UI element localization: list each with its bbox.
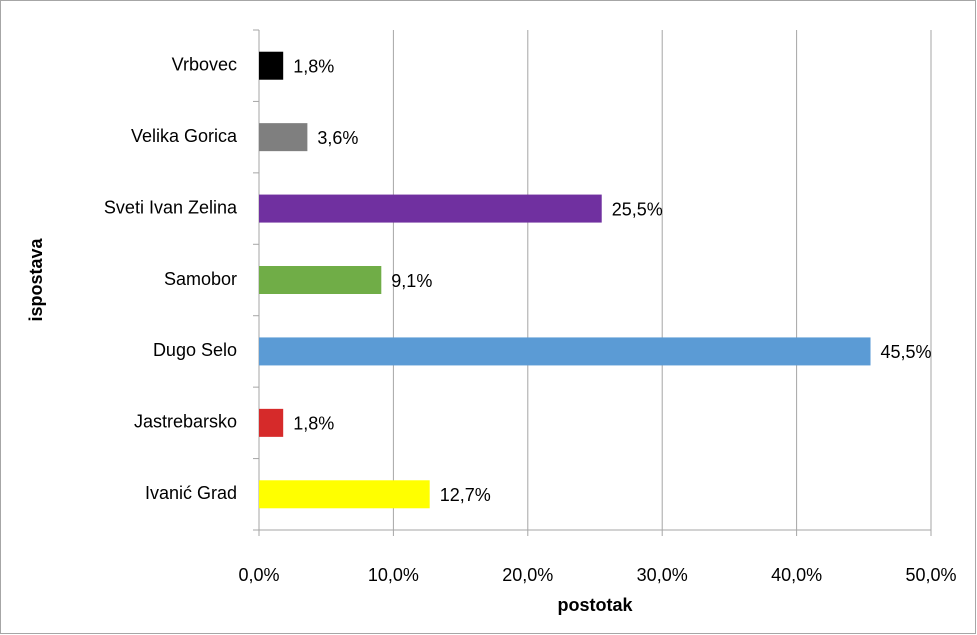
x-tick-label: 0,0%	[238, 565, 279, 585]
x-tick-label: 10,0%	[368, 565, 419, 585]
data-label: 9,1%	[391, 271, 432, 291]
bar	[259, 123, 308, 152]
y-tick-label: Samobor	[164, 269, 237, 289]
data-label: 3,6%	[317, 128, 358, 148]
x-tick-label: 40,0%	[771, 565, 822, 585]
x-axis-title: postotak	[557, 595, 633, 615]
bar	[259, 480, 430, 509]
data-label: 12,7%	[440, 485, 491, 505]
y-tick-label: Dugo Selo	[153, 340, 237, 360]
y-axis-title: ispostava	[26, 237, 46, 321]
bar	[259, 337, 871, 366]
data-label: 25,5%	[612, 199, 663, 219]
bar	[259, 266, 382, 294]
y-tick-label: Jastrebarsko	[134, 412, 237, 432]
x-tick-label: 20,0%	[502, 565, 553, 585]
x-tick-label: 50,0%	[905, 565, 956, 585]
data-label: 1,8%	[293, 56, 334, 76]
y-tick-label: Vrbovec	[172, 54, 237, 74]
data-label: 45,5%	[881, 342, 932, 362]
y-tick-label: Ivanić Grad	[145, 483, 237, 503]
y-tick-label: Sveti Ivan Zelina	[104, 197, 238, 217]
bar	[259, 51, 284, 80]
bar	[259, 194, 602, 223]
y-tick-label: Velika Gorica	[131, 126, 238, 146]
data-label: 1,8%	[293, 414, 334, 434]
x-tick-label: 30,0%	[637, 565, 688, 585]
bar	[259, 408, 284, 437]
